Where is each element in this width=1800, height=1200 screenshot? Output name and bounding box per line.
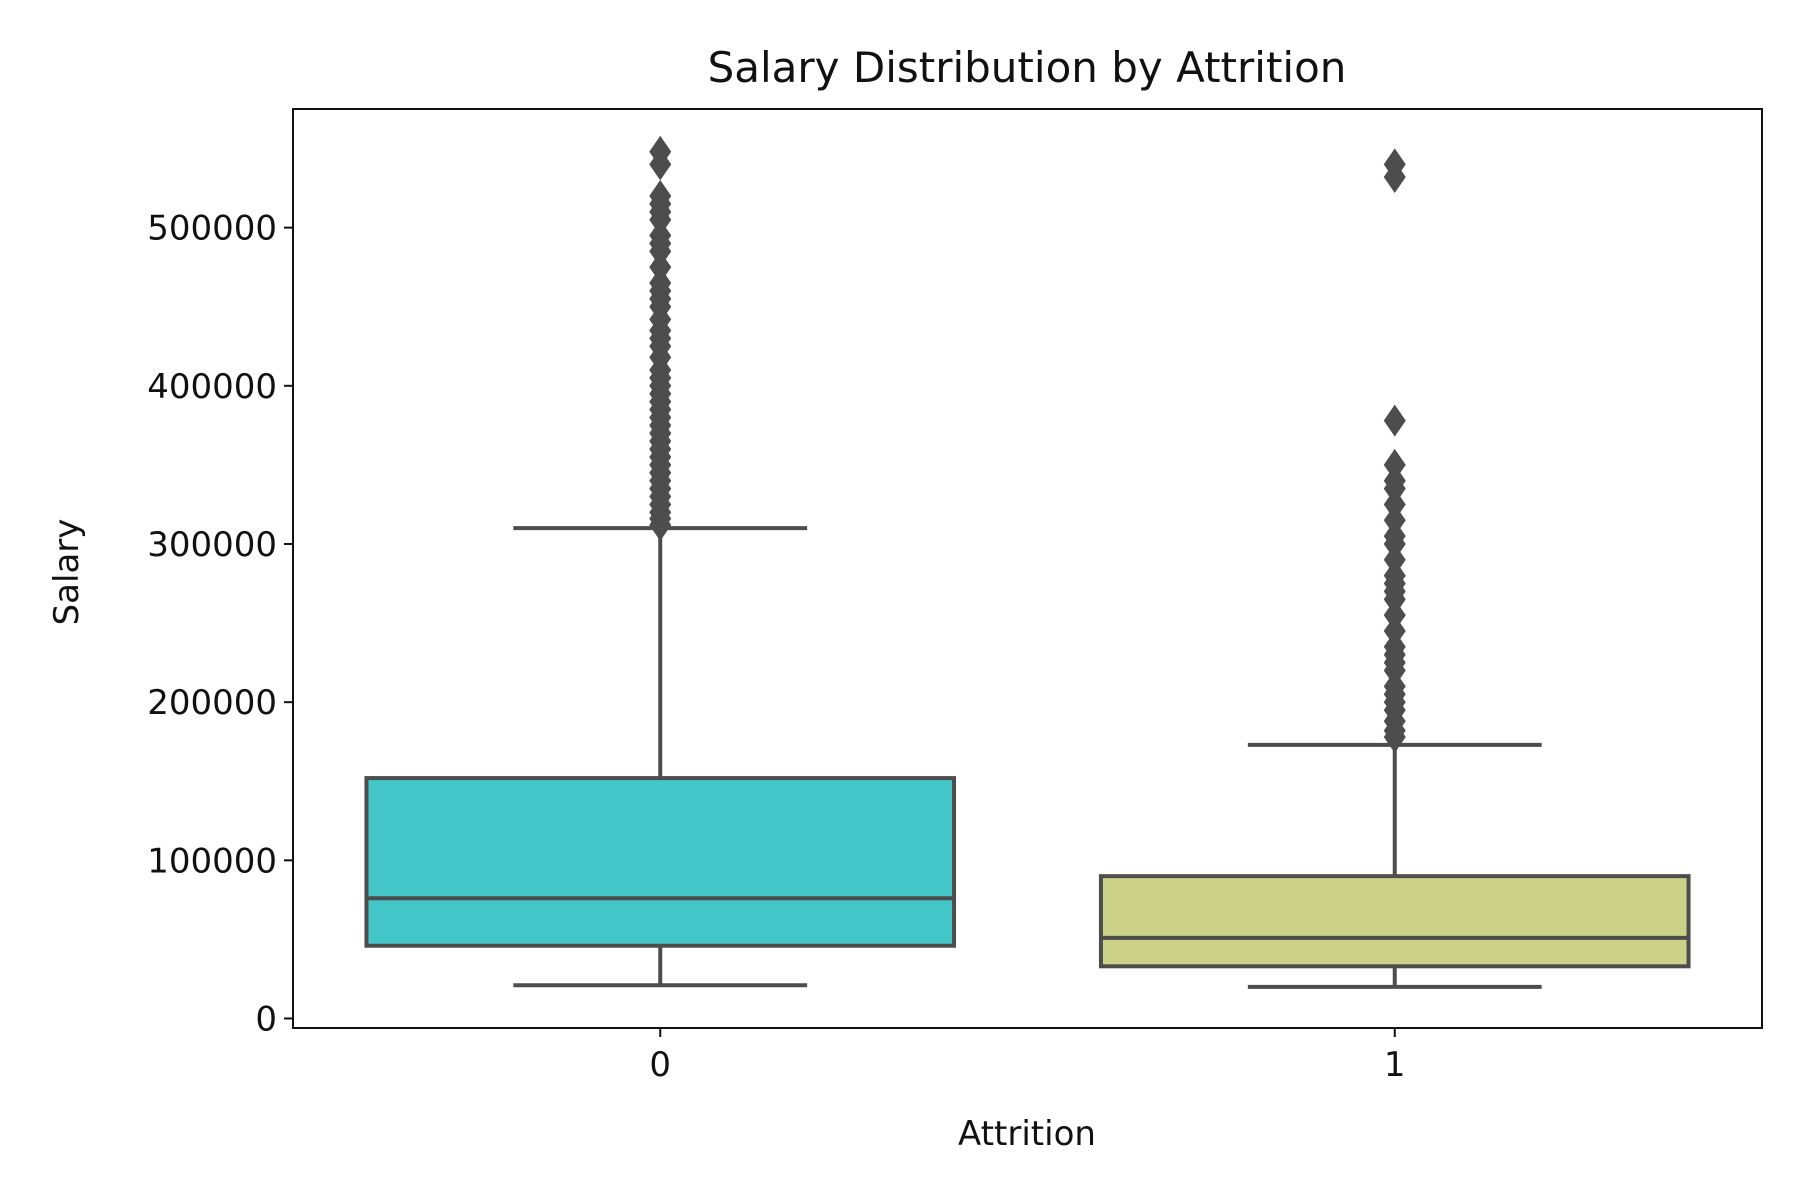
outlier-point [649,135,672,168]
box-iqr [364,776,957,948]
x-tick-label: 0 [649,1045,671,1085]
y-tick-label: 400000 [147,367,277,407]
box-group-0 [364,135,957,988]
box-iqr [1098,874,1691,969]
chart-title: Salary Distribution by Attrition [708,43,1347,92]
outlier-point [649,179,672,212]
outlier-point [1383,448,1406,481]
y-tick-label: 0 [255,1000,277,1040]
plot-area [364,135,1691,989]
y-tick-label: 300000 [147,525,277,565]
y-tick-label: 100000 [147,841,277,881]
y-tick-label: 500000 [147,209,277,249]
y-axis-title: Salary [47,519,87,626]
x-axis-title: Attrition [958,1114,1096,1154]
y-tick-label: 200000 [147,683,277,723]
y-axis: 0 100000 200000 300000 400000 500000 [147,209,293,1040]
x-tick-label: 1 [1384,1045,1406,1085]
plot-frame [292,108,1763,1029]
outlier-point [1383,148,1406,181]
box-group-1 [1098,148,1691,989]
outlier-point [1383,404,1406,437]
